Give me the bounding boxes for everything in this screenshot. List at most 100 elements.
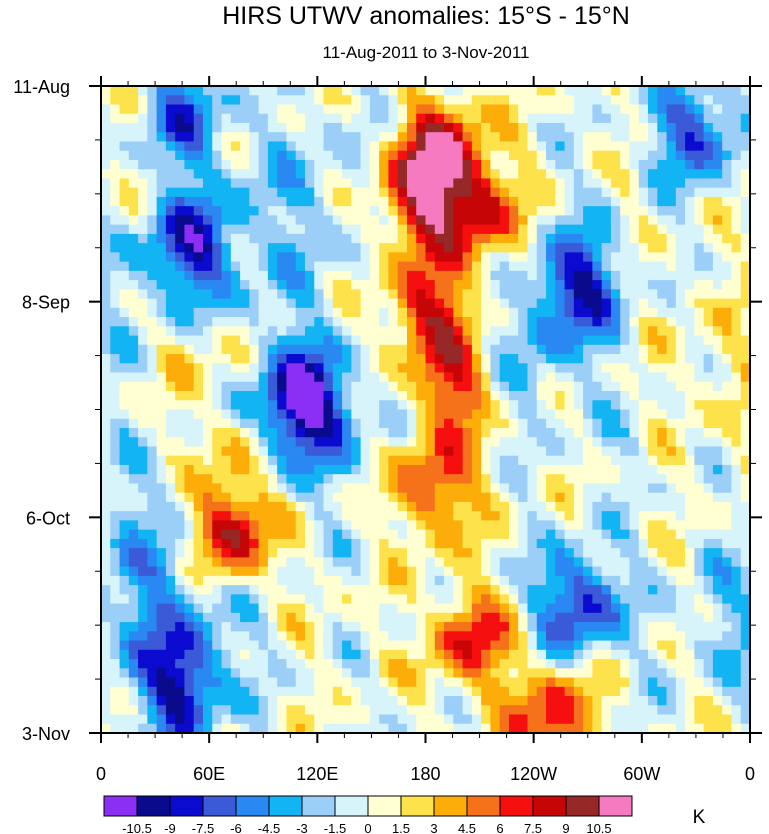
field-cell [712,132,723,143]
field-cell [573,677,584,688]
field-cell [666,640,677,651]
field-cell [184,280,195,290]
field-cell [722,317,733,327]
field-cell [592,335,603,346]
field-cell [416,159,427,170]
field-cell [527,307,538,318]
field-cell [722,723,733,733]
field-cell [555,104,566,115]
field-cell [147,243,158,253]
field-cell [629,594,640,605]
field-cell [462,298,473,309]
field-cell [193,233,204,244]
field-cell [342,612,352,623]
field-cell [499,381,510,392]
field-cell [342,557,352,568]
field-cell [258,178,269,189]
field-cell [397,631,408,642]
field-cell [462,233,473,244]
field-cell [184,150,195,161]
field-cell [230,363,241,374]
field-cell [258,723,269,733]
field-cell [564,95,575,106]
field-cell [332,104,343,115]
field-cell [444,381,454,392]
field-cell [314,326,325,337]
field-cell [175,372,186,383]
field-cell [369,206,380,216]
field-cell [119,464,130,475]
field-cell [648,464,658,475]
field-cell [740,437,750,448]
field-cell [648,169,658,180]
field-cell [342,159,352,170]
field-cell [499,603,510,614]
field-cell [101,511,111,522]
field-cell [703,566,714,577]
field-cell [481,427,491,438]
field-cell [184,132,195,143]
field-cell [620,575,631,586]
field-cell [508,575,519,586]
field-cell [416,344,427,355]
field-cell [462,566,473,577]
field-cell [508,640,519,651]
field-cell [221,696,232,706]
field-cell [202,677,213,688]
field-cell [583,289,593,300]
field-cell [323,372,334,383]
field-cell [592,132,603,143]
field-cell [740,659,750,669]
field-cell [295,243,306,253]
field-cell [583,723,593,733]
field-cell [304,659,315,669]
field-cell [527,132,538,143]
field-cell [332,159,343,170]
field-cell [175,603,186,614]
field-cell [258,307,269,318]
field-cell [444,132,454,143]
field-cell [527,464,538,475]
field-cell [518,243,529,253]
field-cell [536,400,547,411]
field-cell [202,187,213,198]
field-cell [397,455,408,466]
field-cell [638,270,649,281]
field-cell [406,714,417,725]
field-cell [267,261,278,272]
field-cell [694,603,705,614]
field-cell [508,677,519,688]
field-cell [156,548,167,558]
field-cell [648,196,658,207]
field-cell [592,233,603,244]
field-cell [267,317,278,327]
field-cell [601,529,612,540]
field-cell [138,668,148,679]
field-cell [583,317,593,327]
field-cell [416,501,427,512]
field-cell [110,344,121,355]
field-cell [202,317,213,327]
field-cell [277,622,288,632]
field-cell [379,520,390,531]
field-cell [175,317,186,327]
field-cell [165,233,176,244]
field-cell [425,243,436,253]
field-cell [379,252,390,263]
field-cell [583,169,593,180]
field-cell [629,150,640,161]
field-cell [128,307,139,318]
field-cell [221,344,232,355]
field-cell [249,557,260,568]
field-cell [444,677,454,688]
field-cell [193,307,204,318]
field-cell [444,446,454,457]
field-cell [351,196,362,207]
field-cell [193,243,204,253]
field-cell [592,418,603,429]
field-cell [314,668,325,679]
field-cell [573,141,584,152]
field-cell [369,354,380,364]
field-cell [425,511,436,522]
field-cell [712,243,723,253]
